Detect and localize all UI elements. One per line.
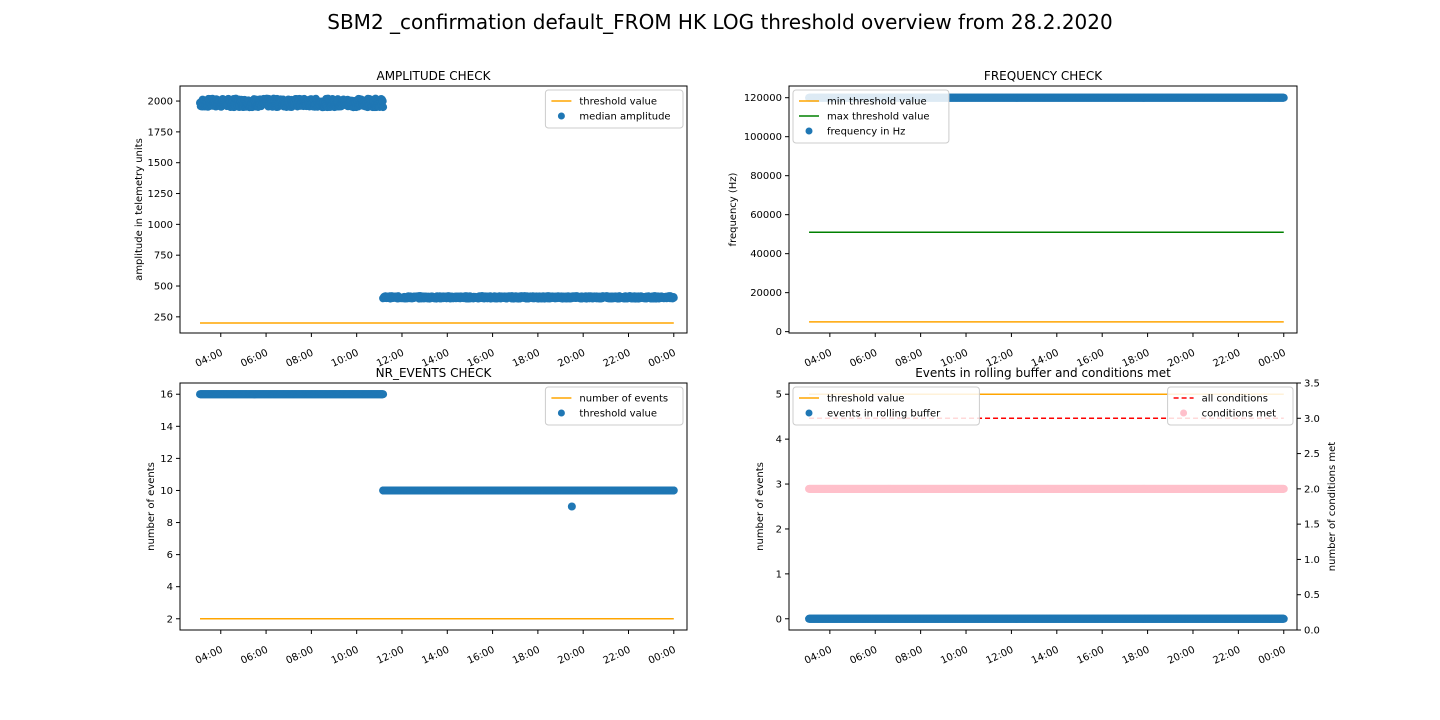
series-points-events-in-rolling-buffer: [805, 614, 1288, 623]
data-point: [379, 390, 388, 399]
x-tick-label: 06:00: [239, 645, 270, 667]
y-tick-label: 1000: [148, 220, 173, 231]
plot-area-frequency: [805, 93, 1288, 323]
y-tick-label: 8: [167, 518, 173, 529]
data-point: [1279, 93, 1288, 102]
legend-label: max threshold value: [827, 112, 930, 123]
chart-amplitude: 04:00 06:00 08:00 10:00 12:00 14:00 16:00 18:00…: [134, 69, 688, 370]
y-tick-label: 4: [167, 582, 173, 593]
x-tick-label: 08:00: [284, 645, 315, 667]
series-points-frequency-in-hz: [805, 93, 1288, 102]
legend-box: [544, 89, 684, 129]
axes-frame: [179, 85, 688, 334]
y-tick-label: 1250: [148, 189, 173, 200]
data-point: [669, 486, 678, 495]
x-tick-label: 04:00: [194, 645, 225, 667]
chart-rolling_buffer: 04:00 06:00 08:00 10:00 12:00 14:00 16:00 18:00…: [755, 366, 1338, 667]
legend-label: min threshold value: [827, 97, 927, 108]
figure-title: SBM2 _confirmation default_FROM HK LOG t…: [327, 10, 1112, 34]
y-tick-label: 500: [154, 282, 173, 293]
x-tick-label: 16:00: [466, 645, 497, 667]
x-tick-label: 04:00: [194, 348, 225, 370]
x-tick-label: 14:00: [420, 645, 451, 667]
y-tick-label: 60000: [750, 210, 782, 221]
x-tick-label: 10:00: [330, 348, 361, 370]
y-tick-label: 6: [167, 550, 173, 561]
x-tick-label: 22:00: [602, 645, 633, 667]
chart-nr_events: 04:00 06:00 08:00 10:00 12:00 14:00 16:00 18:00…: [146, 366, 688, 667]
y-tick-label: 120000: [744, 93, 782, 104]
plot-area-rolling_buffer: [805, 393, 1288, 623]
x-tick-label: 20:00: [556, 645, 587, 667]
y-axis-label: number of events: [146, 462, 157, 551]
legend-label: threshold value: [579, 409, 657, 420]
x-tick-label: 18:00: [511, 348, 542, 370]
y-tick-label: 2: [167, 614, 173, 625]
data-point: [379, 103, 388, 112]
y-tick-label: 40000: [750, 249, 782, 260]
legend: number of events threshold value: [544, 386, 684, 426]
y-tick-label: 1750: [148, 127, 173, 138]
x-tick-label: 00:00: [647, 645, 678, 667]
legend-label: threshold value: [579, 97, 657, 108]
axes-frame: [179, 382, 688, 631]
y-axis-label: amplitude in telemetry units: [134, 138, 145, 281]
y-tick-label: 16: [160, 390, 173, 401]
x-tick-label: 08:00: [284, 348, 315, 370]
y-tick-label: 0: [776, 327, 782, 338]
x-tick-label: 20:00: [556, 348, 587, 370]
x-tick-label: 06:00: [239, 348, 270, 370]
chart-frequency: 04:00 06:00 08:00 10:00 12:00 14:00 16:00 18:00…: [728, 69, 1298, 370]
legend-label: median amplitude: [579, 112, 670, 123]
y-tick-label: 20000: [750, 288, 782, 299]
x-tick-label: 22:00: [602, 348, 633, 370]
chart-title: AMPLITUDE CHECK: [376, 69, 491, 83]
x-tick-label: 12:00: [375, 645, 406, 667]
legend-marker: [805, 127, 813, 135]
x-tick-label: 22:00: [1211, 348, 1242, 370]
data-point: [669, 293, 678, 302]
legend-label: number of events: [579, 394, 668, 405]
data-point: [567, 502, 576, 511]
x-tick-label: 06:00: [848, 348, 879, 370]
axes-frame: [788, 85, 1298, 334]
series-points-threshold-value: [196, 390, 678, 511]
y-axis-label: frequency (Hz): [728, 172, 739, 246]
legend-label: frequency in Hz: [827, 127, 905, 138]
legend-marker: [557, 112, 565, 120]
x-tick-label: 18:00: [511, 645, 542, 667]
y-tick-label: 14: [160, 422, 173, 433]
chart-title: NR_EVENTS CHECK: [376, 366, 493, 380]
series-points-median-amplitude: [196, 94, 678, 303]
plot-area-nr_events: [196, 390, 678, 620]
y-tick-label: 750: [154, 251, 173, 262]
x-tick-label: 00:00: [647, 348, 678, 370]
legend-marker: [557, 409, 565, 417]
y-tick-label: 100000: [744, 132, 782, 143]
plot-area-amplitude: [196, 94, 678, 324]
x-tick-label: 00:00: [1257, 348, 1288, 370]
y-tick-label: 10: [160, 486, 173, 497]
data-point: [378, 97, 387, 106]
legend: threshold value median amplitude: [544, 89, 684, 129]
y-tick-label: 1500: [148, 158, 173, 169]
y-tick-label: 2000: [148, 97, 173, 108]
y-tick-label: 80000: [750, 171, 782, 182]
legend: min threshold value max threshold value fr…: [792, 89, 950, 144]
y-tick-label: 12: [160, 454, 173, 465]
x-tick-label: 04:00: [803, 348, 834, 370]
y-tick-label: 250: [154, 312, 173, 323]
legend-box: [544, 386, 684, 426]
legend-box: [792, 89, 950, 144]
chart-title: FREQUENCY CHECK: [984, 69, 1103, 83]
x-tick-label: 10:00: [330, 645, 361, 667]
